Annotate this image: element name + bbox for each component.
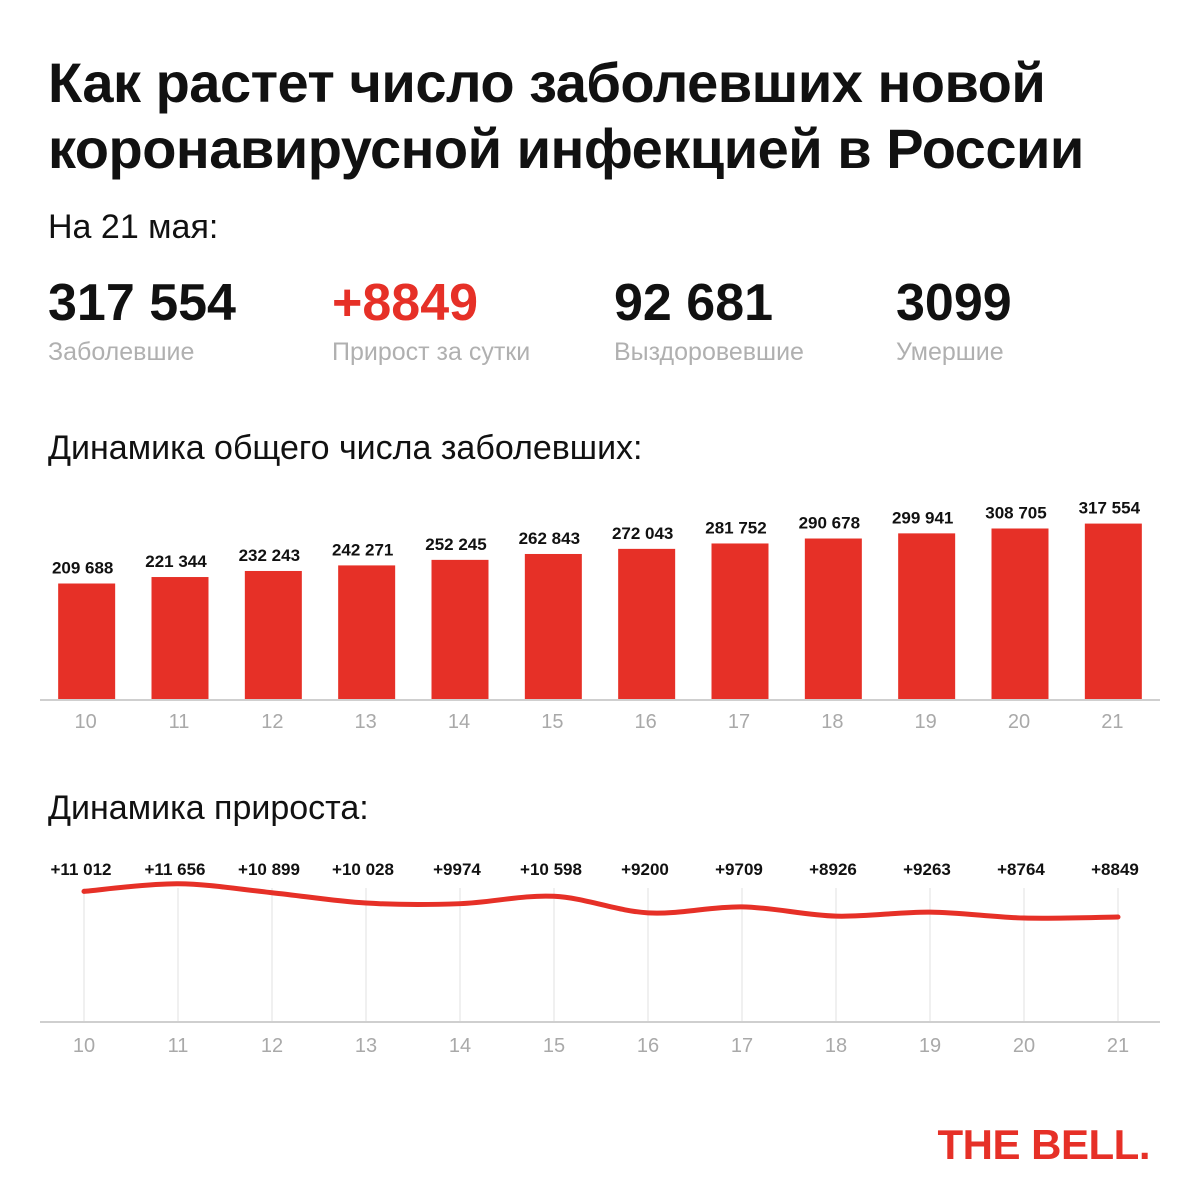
stat-deaths: 3099 Умершие — [896, 272, 1012, 368]
bar-chart-title: Динамика общего числа заболевших: — [48, 429, 643, 467]
line-x-tick-21: 21 — [1107, 1035, 1129, 1057]
line-x-tick-15: 15 — [543, 1035, 565, 1057]
line-value-label-11: +11 656 — [145, 860, 206, 879]
bar-x-tick-19: 19 — [915, 711, 937, 733]
bar-18 — [804, 538, 862, 700]
line-x-tick-14: 14 — [449, 1035, 471, 1057]
title-line-2: коронавирусной инфекцией в России — [48, 117, 1084, 180]
line-value-label-18: +8926 — [809, 860, 857, 879]
bar-value-label-15: 262 843 — [519, 529, 580, 548]
line-value-label-21: +8849 — [1091, 860, 1139, 879]
bar-17 — [711, 543, 769, 700]
line-value-label-14: +9974 — [433, 860, 481, 879]
stat-recovered: 92 681 Выздоровевшие — [614, 272, 804, 368]
bar-14 — [431, 559, 489, 700]
stat-daily-growth-value: +8849 — [332, 274, 479, 332]
stat-deaths-value: 3099 — [896, 274, 1012, 332]
line-x-tick-12: 12 — [261, 1035, 283, 1057]
daily-growth-line — [81, 881, 1121, 921]
bar-20 — [991, 528, 1049, 700]
stat-cases: 317 554 Заболевшие — [48, 272, 236, 368]
line-x-tick-19: 19 — [919, 1035, 941, 1057]
line-value-label-20: +8764 — [997, 860, 1045, 879]
line-value-label-10: +11 012 — [51, 860, 112, 879]
bar-x-tick-18: 18 — [821, 711, 843, 733]
line-x-tick-10: 10 — [73, 1035, 95, 1057]
stat-daily-growth-label: Прирост за сутки — [332, 338, 531, 366]
the-bell-logo: THE BELL. — [937, 1121, 1151, 1168]
bar-12 — [244, 570, 302, 700]
bar-value-label-14: 252 245 — [425, 535, 486, 554]
bar-x-tick-12: 12 — [261, 711, 283, 733]
stat-cases-label: Заболевшие — [48, 338, 195, 366]
bar-value-label-16: 272 043 — [612, 524, 673, 543]
bar-value-label-21: 317 554 — [1079, 499, 1141, 518]
bar-x-tick-15: 15 — [541, 711, 563, 733]
bar-10 — [58, 583, 116, 700]
bar-x-tick-17: 17 — [728, 711, 750, 733]
stat-recovered-label: Выздоровевшие — [614, 338, 804, 366]
bar-x-tick-20: 20 — [1008, 711, 1030, 733]
line-value-label-17: +9709 — [715, 860, 763, 879]
page-title: Как растет число заболевших новой корона… — [48, 50, 1158, 182]
bar-x-tick-14: 14 — [448, 711, 470, 733]
bar-x-tick-10: 10 — [75, 711, 97, 733]
bar-21 — [1084, 523, 1142, 700]
bar-value-label-17: 281 752 — [705, 518, 766, 537]
bar-13 — [338, 565, 396, 700]
bar-19 — [898, 533, 956, 700]
bar-x-tick-13: 13 — [355, 711, 377, 733]
stat-recovered-value: 92 681 — [614, 274, 774, 332]
bar-value-label-11: 221 344 — [145, 552, 207, 571]
bar-11 — [151, 577, 209, 700]
bar-value-label-20: 308 705 — [985, 503, 1046, 522]
stat-deaths-label: Умершие — [896, 338, 1004, 366]
line-value-label-16: +9200 — [621, 860, 669, 879]
total-cases-bar-chart: 209 688 10 221 344 11 232 243 12 242 271 13 252 … — [40, 499, 1160, 733]
bar-x-tick-11: 11 — [169, 711, 190, 733]
bar-15 — [524, 553, 582, 700]
line-x-tick-17: 17 — [731, 1035, 753, 1057]
line-x-tick-16: 16 — [637, 1035, 659, 1057]
date-label: На 21 мая: — [48, 208, 219, 246]
bar-value-label-18: 290 678 — [799, 514, 860, 533]
bar-value-label-19: 299 941 — [892, 508, 953, 527]
bar-x-tick-16: 16 — [635, 711, 657, 733]
line-x-tick-18: 18 — [825, 1035, 847, 1057]
stat-cases-value: 317 554 — [48, 274, 236, 332]
bar-x-tick-21: 21 — [1101, 711, 1123, 733]
line-value-label-15: +10 598 — [520, 860, 582, 879]
daily-growth-line-chart: +11 012 10 +11 656 11 +10 899 12 +10 028 13 +997… — [40, 860, 1160, 1057]
bar-value-label-13: 242 271 — [332, 540, 393, 559]
bar-16 — [618, 548, 676, 700]
line-value-label-13: +10 028 — [332, 860, 394, 879]
line-value-label-12: +10 899 — [238, 860, 300, 879]
title-line-1: Как растет число заболевших новой — [48, 51, 1046, 114]
stat-daily-growth: +8849 Прирост за сутки — [332, 272, 530, 368]
line-x-tick-20: 20 — [1013, 1035, 1035, 1057]
line-value-label-19: +9263 — [903, 860, 951, 879]
line-x-tick-11: 11 — [168, 1035, 189, 1057]
bar-value-label-12: 232 243 — [239, 546, 300, 565]
line-chart-title: Динамика прироста: — [48, 789, 369, 827]
line-x-tick-13: 13 — [355, 1035, 377, 1057]
bar-value-label-10: 209 688 — [52, 559, 113, 578]
